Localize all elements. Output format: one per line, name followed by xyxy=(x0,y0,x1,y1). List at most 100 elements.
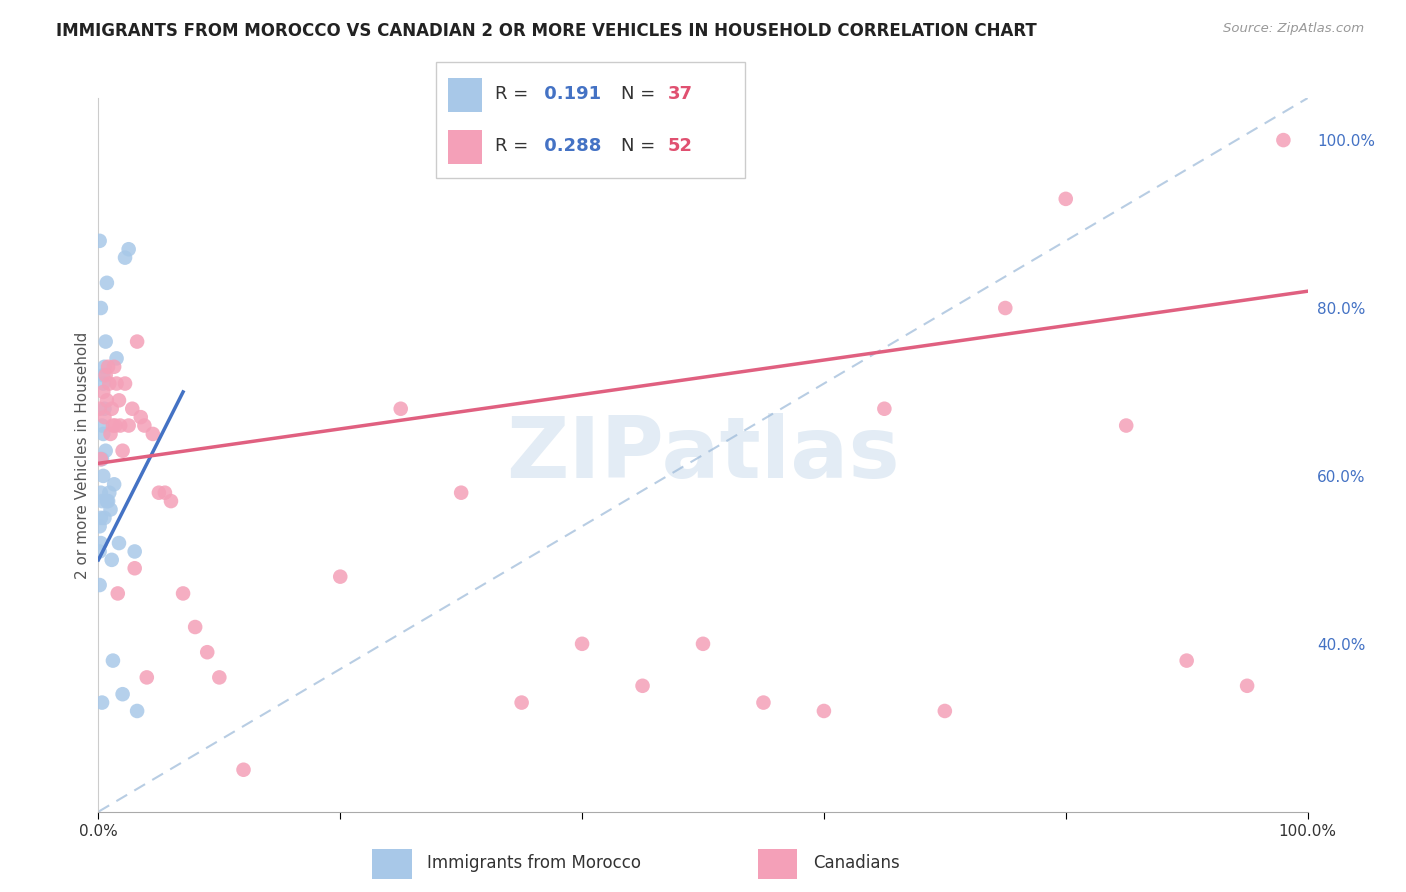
Point xyxy=(510,696,533,710)
Point xyxy=(184,620,207,634)
Y-axis label: 2 or more Vehicles in Household: 2 or more Vehicles in Household xyxy=(75,331,90,579)
Point xyxy=(135,670,157,684)
Point xyxy=(89,234,111,248)
Point xyxy=(118,418,141,433)
Point xyxy=(93,410,115,425)
Point xyxy=(124,561,146,575)
Point xyxy=(96,494,118,508)
Point xyxy=(329,569,352,583)
Point xyxy=(1272,133,1295,147)
Point xyxy=(91,469,114,483)
Bar xyxy=(449,129,482,164)
Point xyxy=(108,418,131,433)
Point xyxy=(100,502,122,516)
Point xyxy=(934,704,956,718)
Text: 52: 52 xyxy=(668,137,693,155)
Point xyxy=(118,242,141,256)
Point xyxy=(97,359,120,374)
Point xyxy=(571,637,593,651)
Point xyxy=(111,687,134,701)
Point xyxy=(1054,192,1077,206)
Point xyxy=(105,351,128,366)
Point xyxy=(172,586,194,600)
Text: N =: N = xyxy=(621,85,661,103)
Point xyxy=(450,485,472,500)
Point xyxy=(94,334,117,349)
Point xyxy=(1236,679,1258,693)
Point xyxy=(813,704,835,718)
Point xyxy=(752,696,775,710)
Point xyxy=(103,477,125,491)
Text: R =: R = xyxy=(495,85,534,103)
Point xyxy=(873,401,896,416)
Point xyxy=(91,426,114,441)
Point xyxy=(91,384,114,399)
Point xyxy=(89,401,111,416)
Point xyxy=(134,418,156,433)
Point xyxy=(692,637,714,651)
Point xyxy=(994,301,1017,315)
Text: IMMIGRANTS FROM MOROCCO VS CANADIAN 2 OR MORE VEHICLES IN HOUSEHOLD CORRELATION : IMMIGRANTS FROM MOROCCO VS CANADIAN 2 OR… xyxy=(56,22,1038,40)
Point xyxy=(208,670,231,684)
Point xyxy=(93,401,115,416)
Text: 0.191: 0.191 xyxy=(538,85,600,103)
Point xyxy=(89,519,111,533)
Point xyxy=(101,654,124,668)
Point xyxy=(148,485,170,500)
Text: Source: ZipAtlas.com: Source: ZipAtlas.com xyxy=(1223,22,1364,36)
Point xyxy=(90,536,112,550)
Point xyxy=(631,679,654,693)
Point xyxy=(90,511,112,525)
Point xyxy=(232,763,254,777)
Point xyxy=(91,418,114,433)
Point xyxy=(104,418,127,433)
Point xyxy=(127,704,149,718)
Point xyxy=(93,511,115,525)
Point xyxy=(96,276,118,290)
Point xyxy=(94,443,117,458)
Point xyxy=(114,251,136,265)
Point xyxy=(90,301,112,315)
Point xyxy=(93,359,115,374)
Point xyxy=(96,393,118,408)
Text: Immigrants from Morocco: Immigrants from Morocco xyxy=(427,854,641,872)
FancyBboxPatch shape xyxy=(436,62,745,178)
Text: Canadians: Canadians xyxy=(813,854,900,872)
Point xyxy=(94,368,117,383)
Point xyxy=(89,544,111,558)
Text: R =: R = xyxy=(495,137,534,155)
Text: 37: 37 xyxy=(668,85,693,103)
Point xyxy=(105,376,128,391)
Text: 0.288: 0.288 xyxy=(538,137,602,155)
Point xyxy=(91,368,114,383)
Point xyxy=(91,696,114,710)
Bar xyxy=(449,78,482,112)
Point xyxy=(111,443,134,458)
Point xyxy=(100,401,122,416)
Point xyxy=(195,645,218,659)
Point xyxy=(1175,654,1198,668)
Point xyxy=(89,578,111,592)
Point xyxy=(90,452,112,467)
Point xyxy=(127,334,149,349)
Point xyxy=(98,376,121,391)
Point xyxy=(98,485,121,500)
Text: ZIPatlas: ZIPatlas xyxy=(506,413,900,497)
Point xyxy=(160,494,183,508)
Point xyxy=(90,485,112,500)
Text: N =: N = xyxy=(621,137,661,155)
Point xyxy=(107,586,129,600)
Point xyxy=(1115,418,1137,433)
Point xyxy=(91,376,114,391)
Point xyxy=(90,452,112,467)
Point xyxy=(129,410,152,425)
Point xyxy=(103,359,125,374)
Point xyxy=(101,418,124,433)
Point xyxy=(124,544,146,558)
Point xyxy=(91,494,114,508)
Point xyxy=(100,553,122,567)
Point xyxy=(153,485,176,500)
Point xyxy=(108,536,131,550)
Bar xyxy=(758,849,797,879)
Point xyxy=(91,452,114,467)
